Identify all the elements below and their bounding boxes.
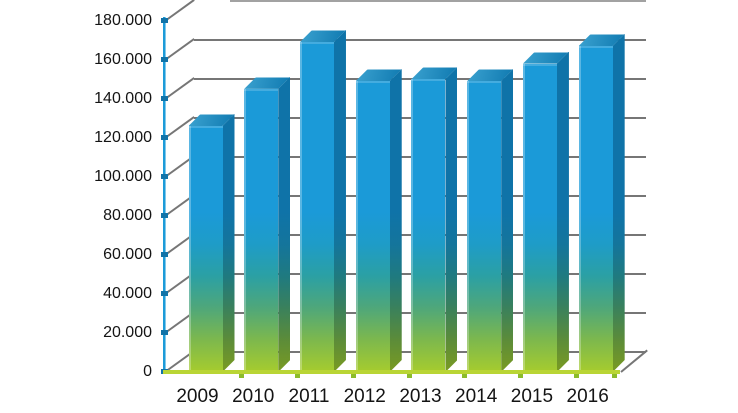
y-axis-tick <box>161 18 168 24</box>
x-tick-label: 2013 <box>399 386 442 407</box>
bar-2011-side-face <box>334 30 346 372</box>
baseline-tick <box>406 374 412 378</box>
y-axis-line <box>163 17 166 374</box>
y-axis-tick <box>161 330 168 336</box>
y-tick-label: 20.000 <box>103 323 152 341</box>
bar-2014-top-face <box>467 69 513 81</box>
gridline-diagonal <box>164 0 195 22</box>
y-tick-label: 120.000 <box>94 128 152 146</box>
y-axis-tick <box>161 57 168 63</box>
bar-2013-top-face <box>411 67 457 79</box>
baseline-tick <box>295 374 301 378</box>
bar-2010-side-face <box>278 77 290 372</box>
y-tick-label: 0 <box>143 362 152 380</box>
x-tick-label: 2010 <box>232 386 275 407</box>
bar-2012-top-face <box>356 69 402 81</box>
bar-2013-side-face <box>445 67 457 372</box>
x-axis-baseline <box>163 370 620 374</box>
bar-2011-front-face <box>299 42 334 372</box>
bar-2013-front-face <box>411 79 446 372</box>
baseline-tick <box>518 374 524 378</box>
y-tick-label: 180.000 <box>94 11 152 29</box>
gridline-160.000 <box>194 38 646 41</box>
bar-2009-top-face <box>189 114 235 126</box>
baseline-tick <box>573 374 579 378</box>
bar-2015-top-face <box>523 52 569 64</box>
bar-2010-front-face <box>244 88 279 372</box>
bar-2009-front-face <box>188 125 223 372</box>
x-tick-label: 2015 <box>510 386 554 407</box>
bar-2016-front-face <box>578 46 613 372</box>
baseline-tick <box>350 374 356 378</box>
baseline-tick <box>239 374 245 378</box>
y-axis-tick <box>161 135 168 141</box>
bar-2016-top-face <box>579 34 625 46</box>
y-axis-tick <box>161 291 168 297</box>
y-axis-tick <box>161 96 168 102</box>
baseline-tick <box>462 374 468 378</box>
bar-2016-side-face <box>613 34 625 372</box>
x-tick-label: 2009 <box>176 386 219 407</box>
bar-2015-side-face <box>557 52 569 372</box>
y-tick-label: 80.000 <box>103 206 152 224</box>
bar-2010-top-face <box>244 77 290 89</box>
gridline-diagonal <box>164 76 195 100</box>
x-tick-label: 2012 <box>343 386 386 407</box>
y-tick-label: 40.000 <box>103 284 152 302</box>
bar-2012-side-face <box>390 69 402 372</box>
bar-2011-top-face <box>300 30 346 42</box>
y-tick-label: 160.000 <box>94 50 152 68</box>
y-axis-tick <box>161 213 168 219</box>
y-tick-label: 140.000 <box>94 89 152 107</box>
x-tick-label: 2016 <box>566 386 609 407</box>
y-tick-label: 100.000 <box>94 167 152 185</box>
gridline-diagonal <box>164 37 195 61</box>
bar-2012-front-face <box>355 81 390 372</box>
x-tick-label: 2014 <box>455 386 498 407</box>
bar-2009-side-face <box>223 114 235 372</box>
bar-2015-front-face <box>522 63 557 372</box>
y-axis-tick <box>161 252 168 258</box>
baseline-end-tick <box>612 373 617 378</box>
y-axis-tick <box>161 174 168 180</box>
bar-2014-front-face <box>467 81 502 372</box>
gridline-180.000-clipped <box>230 0 646 2</box>
y-tick-label: 60.000 <box>103 245 152 263</box>
bar-2014-side-face <box>501 69 513 372</box>
x-tick-label: 2011 <box>288 386 330 407</box>
